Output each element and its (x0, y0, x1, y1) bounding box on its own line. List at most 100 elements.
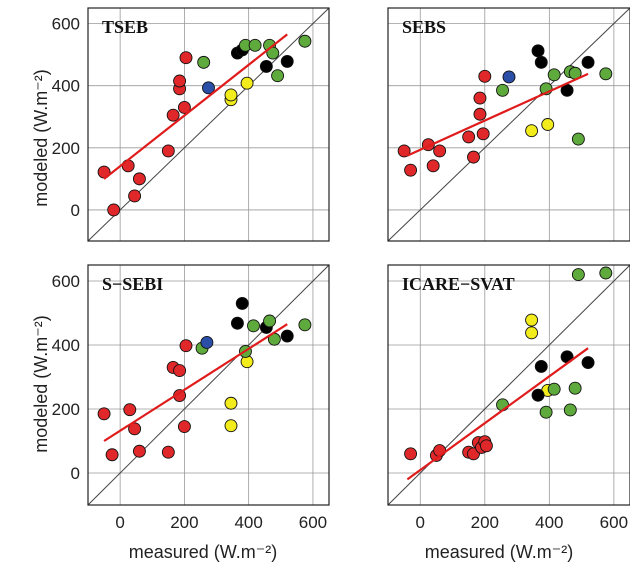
data-point-red (173, 364, 187, 378)
data-point-red (177, 100, 191, 114)
data-point-yellow (224, 88, 238, 102)
data-point-red (161, 144, 175, 158)
data-point-yellow (224, 419, 238, 433)
data-point-red (128, 422, 142, 436)
x-tick-label: 600 (299, 513, 327, 532)
one-to-one-line (388, 8, 630, 241)
panel-frame (387, 7, 630, 242)
data-point-green (563, 403, 577, 417)
data-point-black (581, 356, 595, 370)
data-point-red (473, 107, 487, 121)
data-point-green (197, 55, 211, 69)
x-tick-label: 600 (600, 513, 628, 532)
data-point-green (571, 268, 585, 282)
data-point-red (161, 445, 175, 459)
data-point-red (476, 127, 490, 141)
data-point-red (404, 163, 418, 177)
panel-title: ICARE−SVAT (402, 274, 515, 294)
panel-plot-area (388, 265, 630, 505)
x-tick-label: 200 (471, 513, 499, 532)
data-point-black (581, 55, 595, 69)
data-point-green (599, 67, 613, 81)
data-point-yellow (240, 76, 254, 90)
data-point-green (271, 69, 285, 83)
data-point-green (263, 314, 277, 328)
regression-line (103, 323, 288, 442)
regression-line (406, 72, 589, 157)
data-point-green (248, 38, 262, 52)
panel-title: SEBS (402, 17, 446, 37)
data-point-yellow (224, 396, 238, 410)
data-point-red (433, 144, 447, 158)
panel-plot-area (388, 8, 630, 241)
data-point-red (132, 444, 146, 458)
x-tick-label: 0 (115, 513, 124, 532)
data-point-green (547, 382, 561, 396)
data-point-red (478, 69, 492, 83)
panel-title: S−SEBI (102, 274, 163, 294)
data-point-red (467, 150, 480, 164)
scatter-panel: S−SEBI 0 200 400 600 0 200 400 600 (52, 264, 330, 532)
data-point-green (539, 405, 553, 419)
data-point-green (298, 318, 312, 332)
data-point-black (534, 359, 548, 373)
x-tick-label: 400 (234, 513, 262, 532)
one-to-one-line (88, 265, 329, 505)
scatter-panel: SEBS (387, 7, 630, 242)
panel-plot-area (88, 265, 329, 505)
data-point-blue (200, 335, 214, 349)
x-axis-label-right: measured (W.m⁻²) (425, 542, 574, 562)
y-tick-label: 0 (71, 464, 80, 483)
data-point-red (132, 172, 146, 186)
regression-line (103, 33, 288, 180)
data-point-red (107, 203, 121, 217)
x-axis-label-left: measured (W.m⁻²) (129, 542, 278, 562)
y-tick-label: 600 (52, 272, 80, 291)
data-point-blue (202, 81, 215, 95)
panel-frame (87, 264, 330, 506)
x-tick-label: 200 (170, 513, 198, 532)
y-tick-label: 200 (52, 400, 80, 419)
data-point-red (177, 420, 191, 434)
data-point-green (599, 266, 613, 280)
regression-line (406, 347, 589, 481)
data-point-red (173, 74, 187, 88)
data-point-red (97, 407, 111, 421)
data-point-blue (502, 70, 516, 84)
panel-frame (87, 7, 330, 242)
data-point-red (123, 403, 137, 417)
data-point-black (280, 54, 294, 68)
panel-frame (387, 264, 630, 506)
y-tick-label: 200 (52, 139, 80, 158)
data-point-red (479, 439, 493, 453)
data-point-red (105, 448, 119, 462)
y-tick-label: 400 (52, 336, 80, 355)
data-point-red (166, 108, 180, 122)
data-point-green (547, 68, 561, 82)
x-tick-label: 400 (535, 513, 563, 532)
data-point-red (121, 159, 135, 173)
data-point-yellow (525, 313, 539, 327)
data-point-red (462, 130, 476, 144)
data-point-red (179, 339, 193, 353)
data-point-green (568, 381, 582, 395)
one-to-one-line (388, 265, 630, 505)
data-point-green (247, 319, 260, 333)
y-axis-label-bottom: modeled (W.m⁻²) (31, 315, 51, 453)
y-axis-label-top: modeled (W.m⁻²) (31, 69, 51, 207)
data-point-black (259, 59, 273, 73)
y-tick-label: 600 (52, 15, 80, 34)
y-tick-label: 400 (52, 77, 80, 96)
data-point-black (280, 329, 294, 343)
scatter-panel: TSEB 0 200 400 600 (52, 7, 330, 242)
data-point-red (179, 51, 193, 65)
data-point-yellow (541, 118, 555, 131)
data-point-green (571, 132, 585, 146)
data-point-black (531, 44, 545, 58)
data-point-black (235, 296, 249, 310)
panel-plot-area (88, 8, 329, 241)
data-point-red (128, 189, 142, 203)
data-point-green (496, 83, 509, 97)
data-point-black (230, 316, 244, 330)
